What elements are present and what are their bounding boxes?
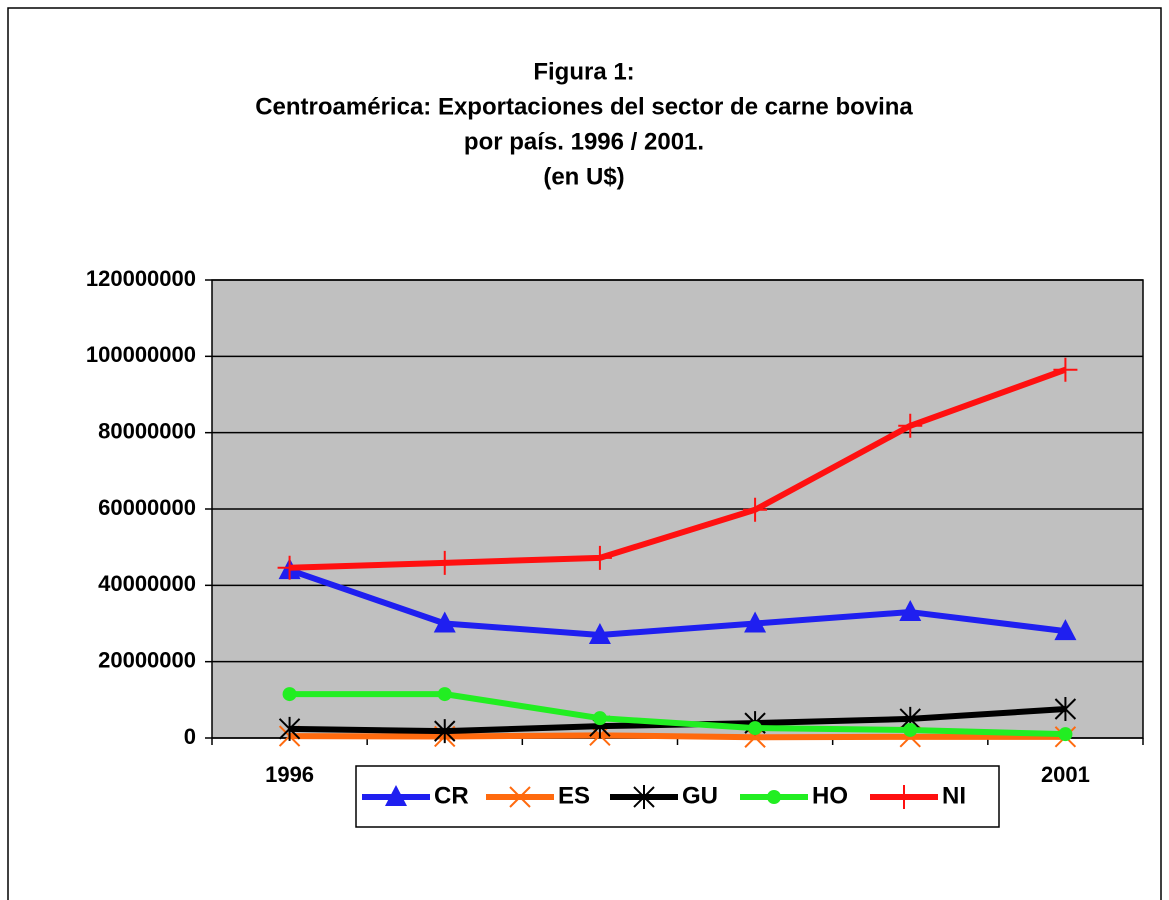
marker	[588, 622, 611, 644]
legend-label: ES	[558, 782, 590, 809]
marker	[892, 785, 916, 809]
marker	[744, 611, 767, 633]
legend-label: GU	[682, 782, 718, 809]
y-tick-label: 60000000	[98, 495, 196, 520]
title-line: (en U$)	[543, 163, 624, 190]
legend-label: NI	[942, 782, 966, 809]
marker	[587, 545, 612, 570]
marker	[385, 785, 407, 806]
title-line: por país. 1996 / 2001.	[464, 128, 704, 155]
series-line	[289, 691, 1066, 738]
y-tick-label: 0	[184, 724, 196, 749]
title-line: Figura 1:	[533, 58, 634, 85]
marker	[282, 687, 297, 702]
marker	[437, 687, 452, 702]
marker	[432, 550, 457, 575]
legend-items: CR ES GU HO NI	[362, 782, 966, 809]
marker	[277, 555, 302, 580]
y-tick-label: 120000000	[86, 266, 196, 291]
y-tick-label: 40000000	[98, 571, 196, 596]
marker	[509, 786, 531, 808]
marker	[898, 413, 923, 438]
marker	[434, 719, 456, 744]
series-line	[289, 732, 1066, 741]
marker	[633, 785, 655, 809]
marker	[433, 611, 456, 633]
marker	[743, 497, 768, 522]
marker	[748, 721, 763, 736]
marker	[1054, 619, 1077, 641]
y-tick-label: 20000000	[98, 647, 196, 672]
series-layer	[277, 357, 1078, 748]
marker	[903, 722, 918, 737]
marker	[278, 716, 301, 741]
y-tick-label: 100000000	[86, 342, 196, 367]
marker	[1058, 727, 1073, 742]
chart-title: Figura 1: Centroamérica: Exportaciones de…	[255, 58, 913, 190]
legend-label: HO	[812, 782, 848, 809]
marker	[1054, 696, 1077, 721]
x-tick-label: 2001	[1041, 762, 1090, 787]
series-line	[289, 366, 1067, 571]
y-tick-label: 80000000	[98, 418, 196, 443]
marker	[592, 711, 607, 726]
marker	[767, 790, 781, 804]
series-line	[288, 567, 1066, 638]
x-tick-label: 1996	[265, 762, 314, 787]
marker	[899, 600, 922, 622]
title-line: Centroamérica: Exportaciones del sector …	[255, 93, 913, 120]
marker	[1053, 357, 1078, 382]
legend-label: CR	[434, 782, 469, 809]
